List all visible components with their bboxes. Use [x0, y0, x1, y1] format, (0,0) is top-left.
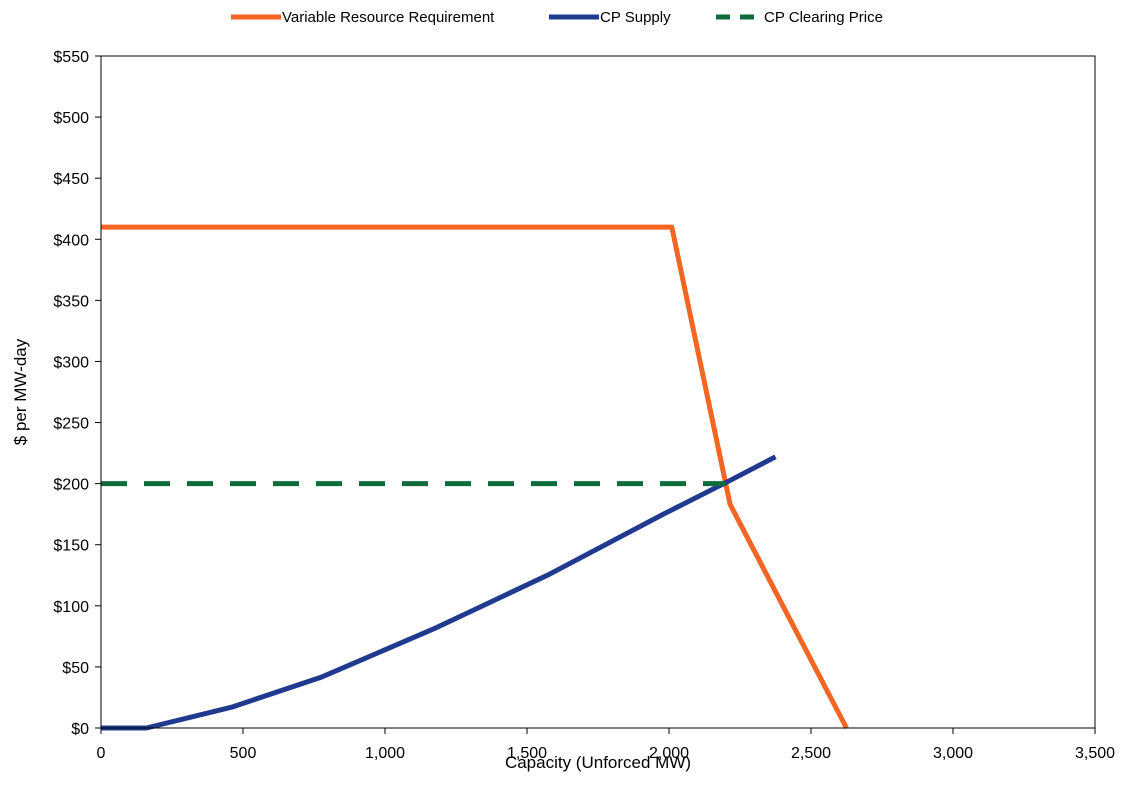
y-tick-label: $400 [53, 232, 89, 249]
legend-label: CP Clearing Price [764, 9, 883, 26]
legend-item-cp-supply: CP Supply [549, 9, 671, 26]
series-line-variable-resource-requirement [101, 224, 849, 730]
x-tick-label: 0 [97, 745, 106, 762]
y-tick-label: $150 [53, 538, 89, 555]
plot-area-frame [100, 55, 1096, 729]
legend-item-variable-resource-requirement: Variable Resource Requirement [231, 9, 495, 26]
x-axis: 0 500 1,000 1,500 2,000 2,500 3,000 3,500 [97, 728, 1115, 762]
y-tick-label: $550 [53, 49, 89, 66]
y-tick-label: $500 [53, 110, 89, 127]
series-layer [101, 224, 849, 731]
y-tick-label: $50 [62, 660, 89, 677]
y-tick-label: $0 [71, 721, 89, 738]
x-tick-label: 1,000 [365, 745, 405, 762]
y-tick-label: $200 [53, 477, 89, 494]
legend-label: Variable Resource Requirement [282, 9, 495, 26]
x-tick-label: 3,000 [933, 745, 973, 762]
legend: Variable Resource Requirement CP Supply CP… [231, 9, 883, 26]
y-tick-label: $450 [53, 171, 89, 188]
legend-item-cp-clearing-price: CP Clearing Price [716, 9, 883, 26]
x-tick-label: 2,000 [649, 745, 689, 762]
series-line-cp-supply [101, 454, 777, 731]
y-tick-label: $300 [53, 354, 89, 371]
y-axis: $0 $50 $100 $150 $200 $250 $300 $350 $400 $450 $50… [53, 49, 101, 738]
x-tick-label: 2,500 [791, 745, 831, 762]
x-axis-title: Capacity (Unforced MW) [505, 753, 691, 772]
y-axis-title: $ per MW-day [11, 338, 30, 445]
y-tick-label: $350 [53, 293, 89, 310]
legend-label: CP Supply [600, 9, 671, 26]
y-tick-label: $250 [53, 416, 89, 433]
x-tick-label: 3,500 [1075, 745, 1115, 762]
x-tick-label: 1,500 [507, 745, 547, 762]
y-tick-label: $100 [53, 599, 89, 616]
x-tick-label: 500 [230, 745, 257, 762]
